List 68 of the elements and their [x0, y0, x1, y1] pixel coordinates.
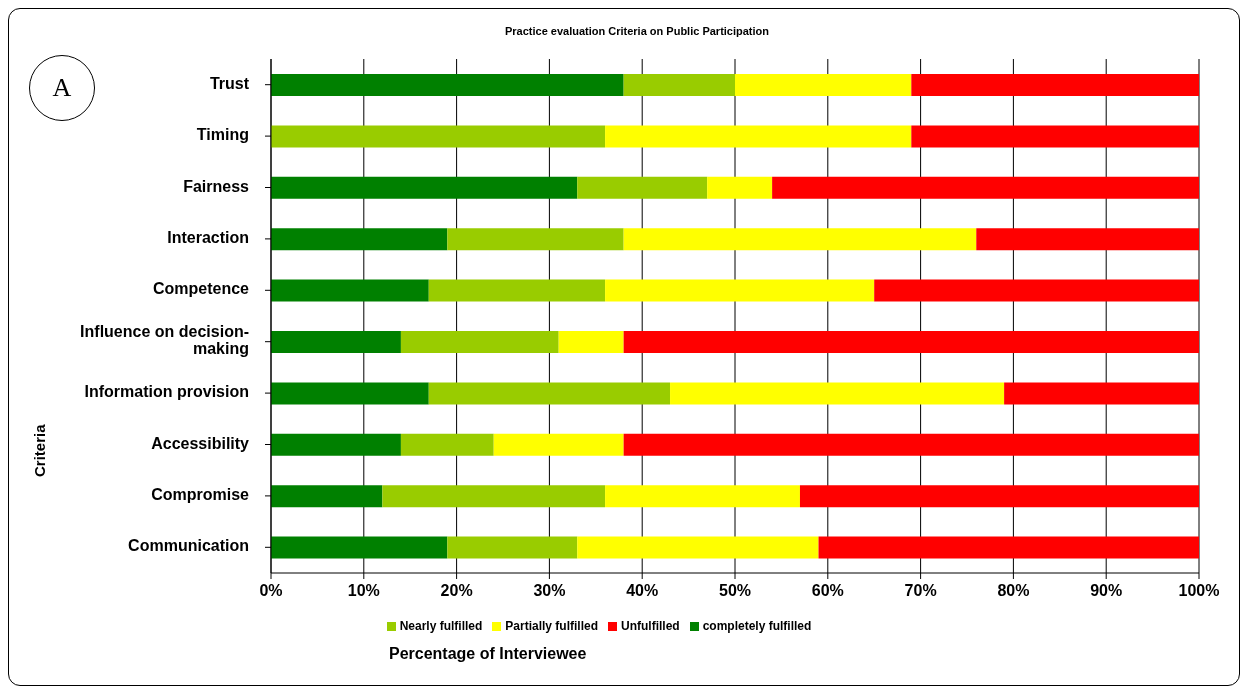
bar — [623, 228, 977, 251]
x-tick-label: 0% — [259, 582, 283, 600]
bar — [1004, 382, 1199, 405]
bar — [707, 176, 773, 199]
bar — [271, 485, 383, 508]
x-tick-label: 20% — [440, 582, 473, 600]
x-tick-label: 30% — [533, 582, 566, 600]
bar — [911, 125, 1199, 148]
bar — [271, 382, 429, 405]
y-tick-label: Accessibility — [151, 434, 250, 452]
bar — [799, 485, 1199, 508]
bar — [772, 176, 1199, 199]
bar — [271, 331, 401, 353]
bar — [271, 176, 578, 199]
x-tick-label: 80% — [997, 582, 1030, 600]
y-axis-title: Criteria — [31, 424, 48, 477]
bar — [271, 279, 429, 302]
chart-title: Practice evaluation Criteria on Public Participation — [503, 25, 771, 37]
bar — [623, 433, 1199, 456]
legend-label: completely fulfilled — [702, 619, 812, 633]
bar — [976, 228, 1199, 251]
bar — [577, 176, 708, 199]
x-tick-label: 10% — [347, 582, 380, 600]
y-tick-label: Competence — [152, 280, 250, 298]
bar — [605, 485, 800, 508]
y-tick-label: Communication — [128, 537, 249, 555]
x-tick-label: 60% — [811, 582, 844, 600]
x-tick-label: 50% — [718, 582, 752, 600]
legend-label: Partially fulfilled — [505, 619, 599, 633]
bar — [493, 433, 624, 456]
bar — [428, 279, 606, 302]
x-axis-title: Percentage of Interviewee — [389, 645, 587, 663]
bar — [735, 74, 912, 96]
bar — [605, 279, 875, 302]
bar — [271, 433, 401, 456]
x-tick-label: 70% — [904, 582, 937, 600]
y-tick-label: Information provision — [84, 383, 249, 401]
y-tick-label: Interaction — [167, 229, 249, 247]
y-tick-label: Fairness — [183, 177, 250, 195]
y-tick-label: Compromise — [151, 486, 250, 504]
text: A — [29, 55, 95, 121]
bar — [874, 279, 1199, 302]
bar — [670, 382, 1005, 405]
bar — [271, 536, 448, 559]
bar — [818, 536, 1199, 559]
bar — [447, 228, 624, 251]
y-tick-label: Timing — [196, 126, 249, 144]
bar — [623, 331, 1199, 353]
x-tick-label: 100% — [1178, 582, 1220, 600]
legend-label: Nearly fulfilled — [399, 619, 483, 633]
bar — [623, 74, 735, 96]
y-tick-label: Influence on decision-making — [80, 323, 249, 358]
bar — [400, 331, 559, 353]
bar — [605, 125, 912, 148]
legend-label: Unfulfilled — [621, 619, 680, 633]
bar — [400, 433, 494, 456]
x-tick-label: 40% — [626, 582, 659, 600]
bar — [558, 331, 624, 353]
bar — [271, 228, 448, 251]
bar — [271, 74, 624, 96]
bar — [271, 125, 606, 148]
bar — [911, 74, 1199, 96]
y-tick-label: Trust — [209, 74, 250, 92]
bar — [447, 536, 578, 559]
x-tick-label: 90% — [1090, 582, 1123, 600]
bar — [382, 485, 606, 508]
bar — [428, 382, 671, 405]
bar — [577, 536, 819, 559]
